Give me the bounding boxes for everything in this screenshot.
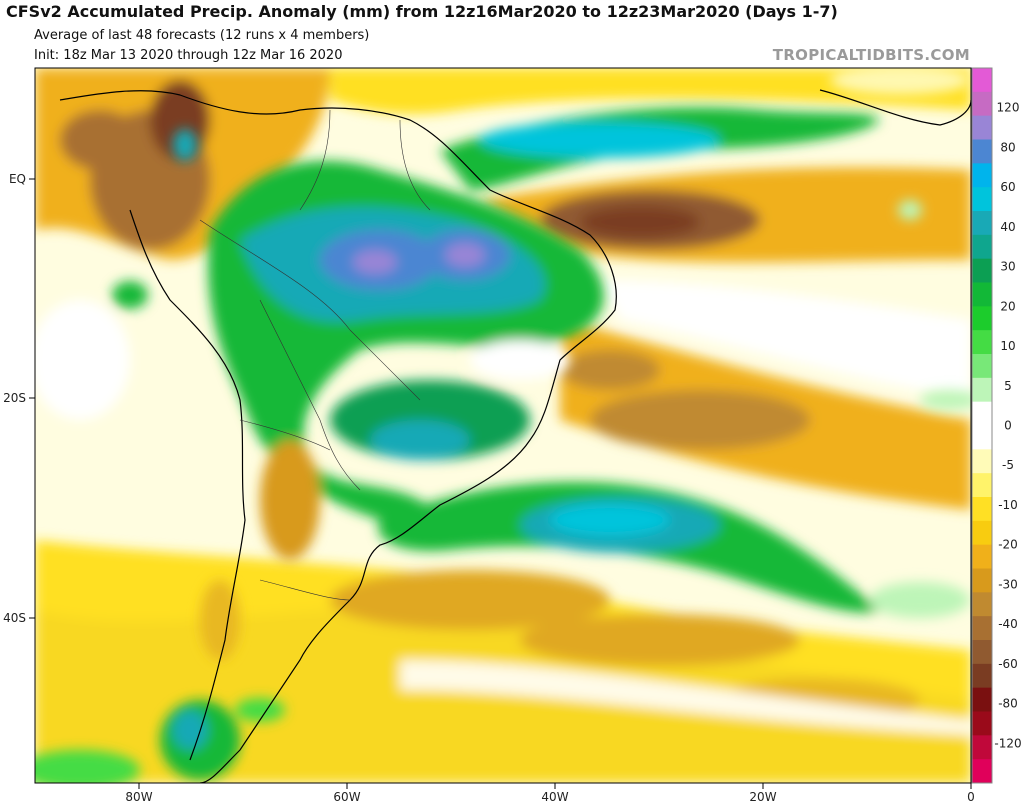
watermark: TROPICALTIDBITS.COM [772, 46, 970, 64]
colorbar-swatch [972, 497, 992, 522]
lon-label-80w: 80W [125, 790, 152, 803]
lat-axis: EQ 20S 40S [3, 172, 35, 625]
colorbar-label: 80 [1000, 140, 1015, 154]
colorbar-label: -80 [998, 697, 1018, 711]
colorbar-swatch [972, 711, 992, 736]
colorbar-swatch [972, 211, 992, 236]
colorbar-swatch [972, 330, 992, 355]
colorbar-label: 10 [1000, 339, 1015, 353]
map-frame [34, 67, 972, 784]
colorbar-swatch [972, 663, 992, 689]
lat-label-40s: 40S [3, 611, 26, 625]
colorbar-label: -5 [1002, 458, 1014, 472]
colorbar-label: -120 [994, 736, 1021, 750]
colorbar-label: -40 [998, 617, 1018, 631]
colorbar-swatch [972, 616, 992, 641]
colorbar-label: 20 [1000, 299, 1015, 313]
dry-streak-2 [520, 614, 800, 666]
country-borders [199, 109, 431, 601]
colorbar-swatch [972, 735, 992, 760]
colorbar-swatch [972, 544, 992, 569]
colorbar-swatch [972, 377, 992, 403]
colorbar-label: 120 [997, 101, 1020, 115]
lon-axis: 80W 60W 40W 20W 0 [125, 783, 975, 803]
lon-label-0: 0 [967, 790, 975, 803]
colorbar-swatch [972, 68, 992, 93]
colorbar-swatch [972, 592, 992, 617]
colorbar: 120 80 60 40 30 20 10 5 0 -5 -10 -20 -30 -40 -60 -80 -12… [971, 67, 1022, 784]
colorbar-swatch [972, 234, 992, 260]
colorbar-swatch [972, 187, 992, 212]
lon-label-40w: 40W [541, 790, 568, 803]
colorbar-swatch [972, 449, 992, 474]
colorbar-swatch [972, 520, 992, 546]
colorbar-border [971, 67, 993, 784]
coast-east [59, 90, 617, 783]
colorbar-label: -30 [998, 577, 1018, 591]
colorbar-label: 60 [1000, 180, 1015, 194]
coast-west [129, 209, 246, 761]
colorbar-swatch [972, 139, 992, 164]
lon-label-60w: 60W [333, 790, 360, 803]
colorbar-label: 30 [1000, 260, 1015, 274]
colorbar-swatch [972, 401, 992, 426]
map-subtitle: Average of last 48 forecasts (12 runs x … [34, 28, 370, 43]
colorbar-swatch [972, 163, 992, 188]
anomaly-field [35, 68, 971, 783]
lat-label-eq: EQ [9, 172, 26, 186]
colorbar-label: -10 [998, 498, 1018, 512]
coastlines [59, 89, 971, 783]
colorbar-swatch [972, 568, 992, 593]
colorbar-swatch [972, 354, 992, 379]
colorbar-swatch [972, 425, 992, 450]
colorbar-label: -20 [998, 538, 1018, 552]
colorbar-label: 0 [1004, 419, 1012, 433]
colorbar-swatch [972, 687, 992, 712]
init-time: Init: 18z Mar 13 2020 through 12z Mar 16… [34, 48, 343, 63]
colorbar-label: -60 [998, 657, 1018, 671]
colorbar-swatch [972, 473, 992, 498]
colorbar-swatch [972, 115, 992, 140]
dry-streak-1 [330, 570, 610, 630]
lat-label-20s: 20S [3, 391, 26, 405]
colorbar-swatch [972, 91, 992, 117]
colorbar-swatch [972, 640, 992, 665]
colorbar-swatch [972, 258, 992, 283]
colorbar-label: 5 [1004, 379, 1012, 393]
colorbar-swatch [972, 282, 992, 307]
colorbar-label: 40 [1000, 220, 1015, 234]
colorbar-swatch [972, 306, 992, 331]
lon-label-20w: 20W [749, 790, 776, 803]
coast-africa [819, 89, 971, 126]
colorbar-swatch [972, 759, 992, 784]
map-title: CFSv2 Accumulated Precip. Anomaly (mm) f… [6, 2, 838, 21]
